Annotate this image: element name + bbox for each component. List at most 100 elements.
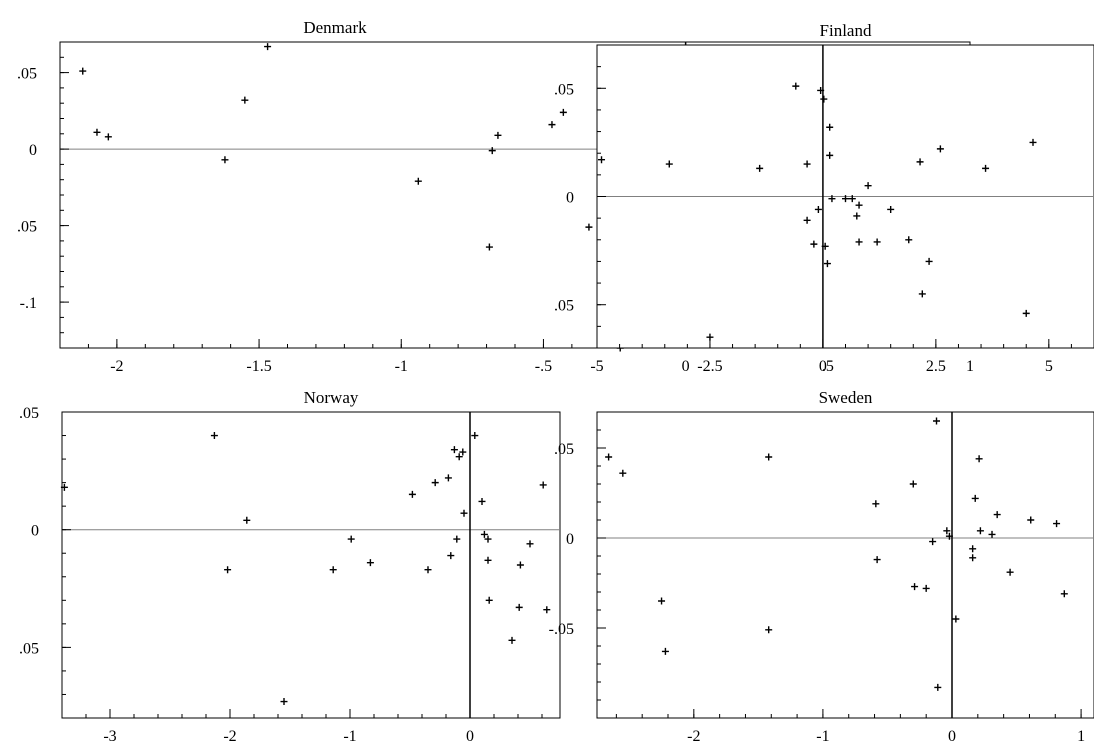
data-point xyxy=(810,240,818,248)
y-tick-label: 0 xyxy=(566,190,574,207)
panel-sweden: -2 -1 0 1 .05 0 -.05 Sweden xyxy=(549,388,1094,745)
data-point xyxy=(1029,138,1037,146)
x-tick-label: -1 xyxy=(816,728,829,745)
panel-norway: -3 -2 -1 0 .05 0 .05 Norway xyxy=(19,388,561,745)
data-point xyxy=(414,177,422,185)
data-point xyxy=(79,67,87,75)
data-point xyxy=(280,698,288,706)
data-point xyxy=(471,432,479,440)
data-point xyxy=(526,540,534,548)
x-tick-label: 0 xyxy=(819,358,827,375)
data-point xyxy=(916,158,924,166)
data-point xyxy=(447,552,455,560)
chart-title: Denmark xyxy=(303,18,367,37)
panel-finland: -5 -2.5 0 2.5 5 .05 0 .05 Finland xyxy=(554,21,1094,375)
data-point xyxy=(945,532,953,540)
data-point xyxy=(619,469,627,477)
data-point xyxy=(515,603,523,611)
data-point xyxy=(104,133,112,141)
data-point xyxy=(485,243,493,251)
data-point xyxy=(933,417,941,425)
data-point xyxy=(508,636,516,644)
y-tick-label: .05 xyxy=(17,219,37,236)
data-point xyxy=(706,333,714,341)
data-point xyxy=(820,95,828,103)
data-point xyxy=(60,483,68,491)
x-tick-label: -2 xyxy=(110,358,123,375)
data-point xyxy=(826,123,834,131)
data-point xyxy=(934,683,942,691)
data-point xyxy=(887,205,895,213)
data-point xyxy=(450,446,458,454)
plot-frame xyxy=(61,411,561,719)
data-point xyxy=(853,212,861,220)
data-point xyxy=(661,647,669,655)
data-point xyxy=(943,527,951,535)
x-tick-label: -2 xyxy=(687,728,700,745)
chart-title: Sweden xyxy=(819,388,873,407)
chart-title: Finland xyxy=(820,21,872,40)
data-point xyxy=(976,527,984,535)
data-point xyxy=(494,131,502,139)
data-point xyxy=(241,96,249,104)
y-tick-label: 0 xyxy=(29,142,37,159)
minor-ticks xyxy=(596,44,1094,349)
data-point xyxy=(93,128,101,136)
scatter-points xyxy=(598,82,1037,341)
data-point xyxy=(347,535,355,543)
data-point xyxy=(823,260,831,268)
data-point xyxy=(1006,568,1014,576)
data-point xyxy=(539,481,547,489)
data-point xyxy=(909,480,917,488)
scatter-points xyxy=(60,432,551,706)
y-tick-label: .05 xyxy=(19,405,39,422)
data-point xyxy=(329,566,337,574)
data-point xyxy=(665,160,673,168)
data-point xyxy=(872,500,880,508)
data-point xyxy=(969,545,977,553)
x-tick-label: -1 xyxy=(343,728,356,745)
scatter-points xyxy=(605,417,1068,691)
data-point xyxy=(460,509,468,517)
data-point xyxy=(803,160,811,168)
data-point xyxy=(792,82,800,90)
x-tick-label: 1 xyxy=(966,358,974,375)
data-point xyxy=(431,479,439,487)
data-point xyxy=(455,453,463,461)
data-point xyxy=(993,511,1001,519)
x-tick-label: 0 xyxy=(466,728,474,745)
data-point xyxy=(922,584,930,592)
data-point xyxy=(488,147,496,155)
y-tick-label: -.1 xyxy=(20,295,37,312)
data-point xyxy=(485,596,493,604)
x-tick-label: 0 xyxy=(682,358,690,375)
chart-title: Norway xyxy=(304,388,359,407)
x-tick-label: -3 xyxy=(103,728,116,745)
x-tick-label: .5 xyxy=(822,358,834,375)
data-point xyxy=(982,164,990,172)
data-point xyxy=(936,145,944,153)
data-point xyxy=(484,556,492,564)
data-point xyxy=(444,474,452,482)
y-tick-label: .05 xyxy=(17,66,37,83)
data-point xyxy=(803,216,811,224)
x-tick-label: -2 xyxy=(223,728,236,745)
data-point xyxy=(918,290,926,298)
x-tick-label: 5 xyxy=(1045,358,1053,375)
y-tick-label: 0 xyxy=(31,523,39,540)
data-point xyxy=(873,238,881,246)
data-point xyxy=(873,556,881,564)
data-point xyxy=(864,182,872,190)
y-tick-label: .05 xyxy=(19,640,39,657)
data-point xyxy=(658,597,666,605)
data-point xyxy=(765,626,773,634)
data-point xyxy=(243,516,251,524)
x-tick-label: -.5 xyxy=(535,358,552,375)
data-point xyxy=(408,490,416,498)
x-tick-label: -1.5 xyxy=(246,358,271,375)
x-tick-label: 1 xyxy=(1077,728,1085,745)
x-tick-label: -1 xyxy=(395,358,408,375)
data-point xyxy=(598,156,606,164)
data-point xyxy=(969,554,977,562)
